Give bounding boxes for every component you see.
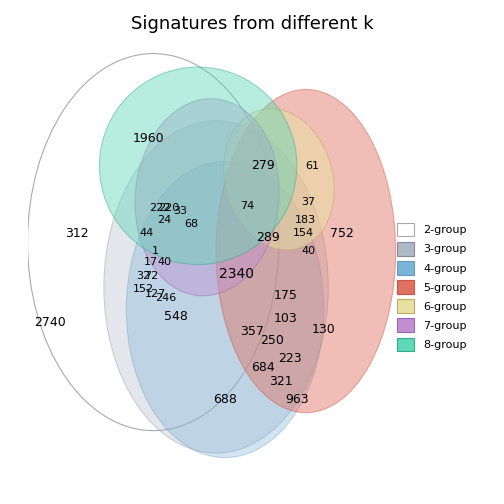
Text: 321: 321 [269,375,293,388]
Text: 152: 152 [133,284,154,294]
Ellipse shape [99,67,297,265]
Text: 130: 130 [312,323,336,336]
Text: 183: 183 [295,215,317,225]
Text: 17: 17 [144,258,158,267]
Text: 2740: 2740 [34,317,66,330]
Text: 44: 44 [140,228,154,238]
Text: 752: 752 [330,227,354,239]
Text: 37: 37 [301,197,315,207]
Text: 61: 61 [305,161,320,171]
Text: 688: 688 [213,393,237,406]
Text: 1960: 1960 [133,133,165,145]
Text: 32: 32 [136,271,150,281]
Text: 40: 40 [157,258,171,267]
Legend: 2-group, 3-group, 4-group, 5-group, 6-group, 7-group, 8-group: 2-group, 3-group, 4-group, 5-group, 6-gr… [393,218,471,355]
Text: 74: 74 [240,201,255,211]
Title: Signatures from different k: Signatures from different k [131,15,373,33]
Text: 250: 250 [260,334,284,347]
Ellipse shape [135,99,279,296]
Text: 279: 279 [251,159,275,172]
Text: 246: 246 [155,293,176,303]
Text: 175: 175 [274,289,297,302]
Text: 72: 72 [144,271,158,281]
Text: 40: 40 [301,246,315,256]
Text: 154: 154 [293,228,314,238]
Text: 289: 289 [256,231,280,244]
Text: 68: 68 [184,219,199,229]
Text: 223: 223 [278,352,302,365]
Text: 548: 548 [164,309,187,323]
Text: 24: 24 [157,215,171,225]
Text: 222: 222 [149,204,171,214]
Text: 684: 684 [251,361,275,374]
Ellipse shape [127,161,324,458]
Ellipse shape [216,90,396,413]
Text: 1: 1 [152,246,159,256]
Text: 2340: 2340 [219,267,254,281]
Text: 312: 312 [65,227,89,239]
Ellipse shape [224,108,334,250]
Text: 357: 357 [240,326,264,338]
Ellipse shape [104,121,328,453]
Text: 33: 33 [173,206,187,216]
Text: 103: 103 [274,312,297,325]
Text: 963: 963 [285,393,309,406]
Text: 220: 220 [158,204,179,214]
Text: 127: 127 [145,289,166,299]
